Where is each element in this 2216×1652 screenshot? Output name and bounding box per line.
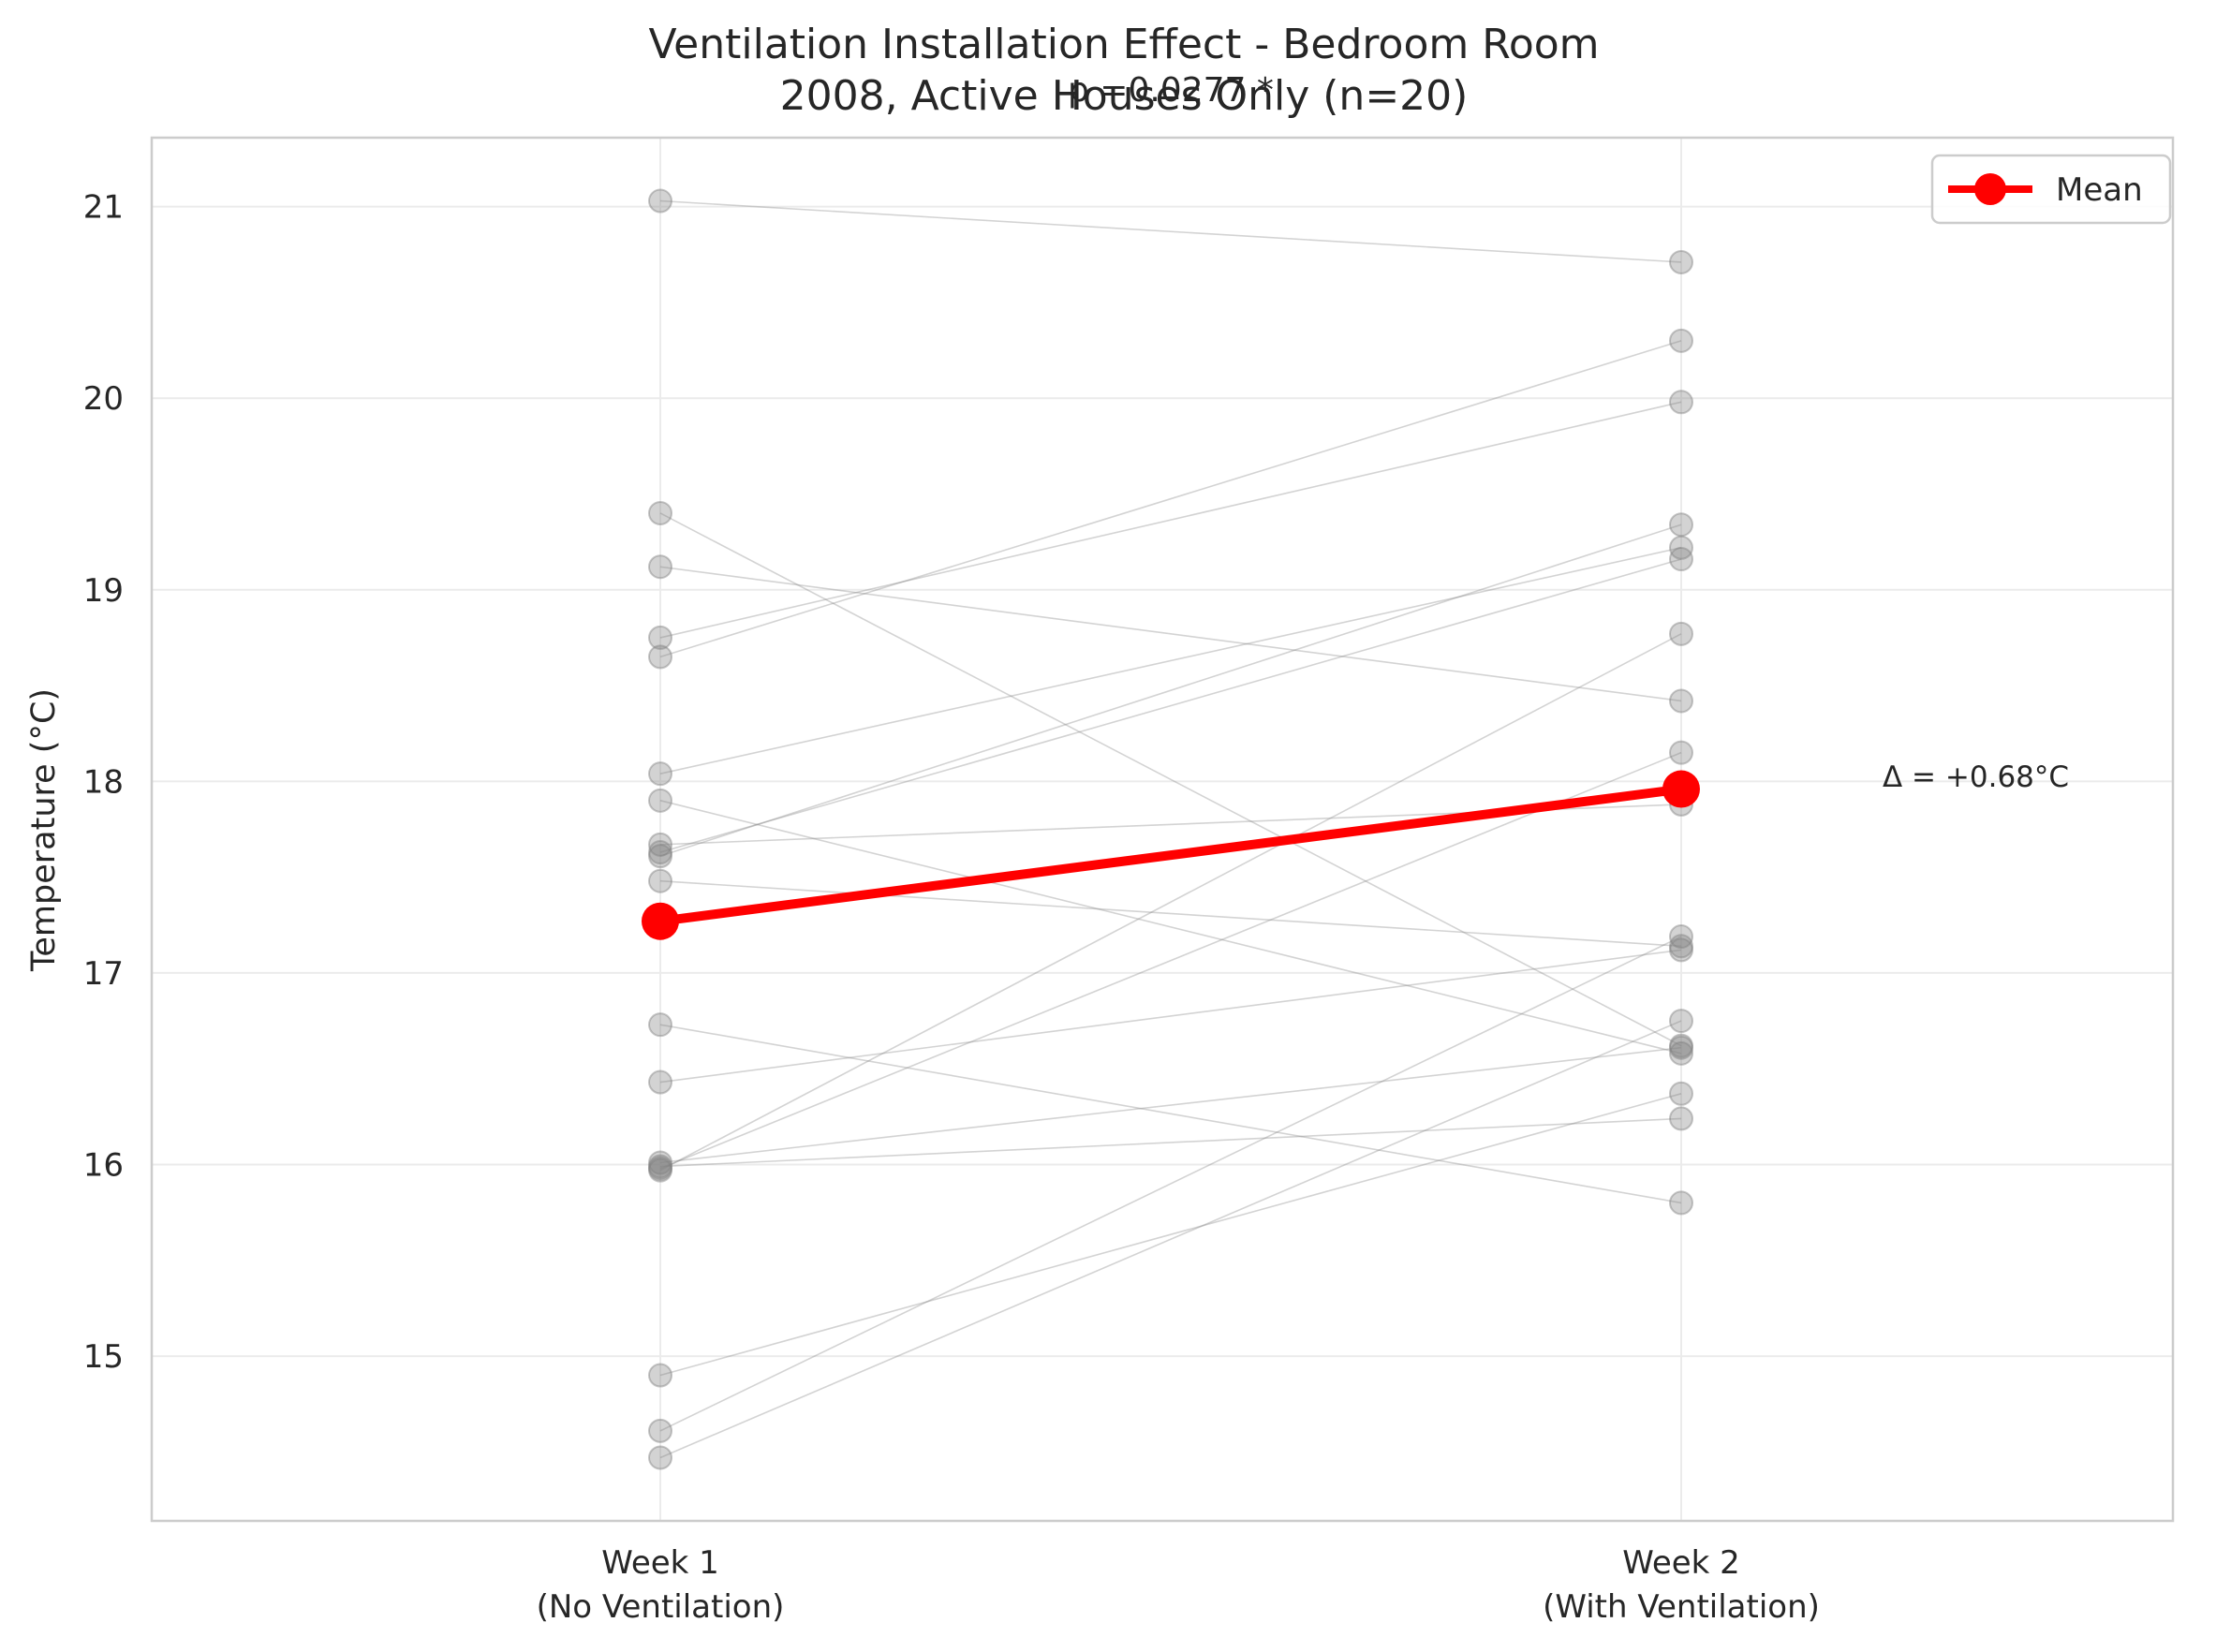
mean-line: [659, 784, 1682, 926]
house-line: [659, 512, 1682, 1047]
y-tick-label: 15: [83, 1338, 124, 1376]
x-tick-sublabel: (No Ventilation): [537, 1588, 785, 1626]
house-line: [659, 558, 1682, 853]
legend-box: [1930, 154, 2172, 225]
house-point: [1669, 1190, 1693, 1216]
house-line: [659, 800, 1682, 1055]
house-point: [648, 1363, 672, 1388]
y-tick-label: 18: [83, 763, 124, 801]
house-point: [648, 788, 672, 813]
mean-point: [642, 902, 679, 940]
legend-label: Mean: [2056, 171, 2143, 209]
x-tick-sublabel: (With Ventilation): [1543, 1588, 1820, 1626]
house-point: [648, 644, 672, 670]
house-line: [659, 199, 1682, 263]
grid-lines: [152, 138, 2173, 1521]
house-series: [648, 188, 1693, 1470]
house-line: [659, 547, 1682, 774]
delta-annotation: Δ = +0.68°C: [1883, 760, 2069, 794]
house-point: [648, 868, 672, 893]
y-axis-label: Temperature (°C): [25, 688, 63, 972]
house-line: [659, 566, 1682, 702]
house-line: [659, 879, 1682, 948]
house-point: [1669, 688, 1693, 714]
house-point: [648, 832, 672, 857]
chart-title-line1: Ventilation Installation Effect - Bedroo…: [648, 21, 1599, 68]
p-value-annotation: p =0.0277 *: [1068, 71, 1274, 110]
y-tick-label: 16: [83, 1146, 124, 1184]
house-point: [648, 840, 672, 865]
house-line: [659, 1093, 1682, 1377]
house-point: [648, 1156, 672, 1181]
y-tick-label: 20: [83, 380, 124, 418]
house-line: [659, 936, 1682, 1432]
house-point: [1669, 1081, 1693, 1106]
y-tick-label: 21: [83, 189, 124, 227]
house-point: [648, 1150, 672, 1175]
house-line: [659, 1024, 1682, 1204]
house-line: [659, 1046, 1682, 1164]
house-line: [659, 524, 1682, 857]
house-point: [648, 500, 672, 525]
house-point: [1669, 1040, 1693, 1066]
house-point: [1669, 535, 1693, 560]
house-point: [648, 554, 672, 580]
house-point: [1669, 740, 1693, 765]
house-point: [648, 1069, 672, 1095]
mean-series: [642, 770, 1700, 940]
y-tick-label: 19: [83, 572, 124, 610]
house-point: [648, 761, 672, 787]
house-point: [1669, 1035, 1693, 1060]
house-point: [1669, 1009, 1693, 1034]
plot-area: [152, 138, 2173, 1521]
house-line: [659, 633, 1682, 1172]
chart-title-line2: 2008, Active Houses Only (n=20): [780, 72, 1469, 120]
house-point: [1669, 512, 1693, 538]
house-point: [648, 625, 672, 650]
x-tick-label: Week 1: [601, 1544, 719, 1582]
house-point: [648, 1154, 672, 1179]
house-point: [648, 188, 672, 214]
x-axis-ticks: Week 1 (No Ventilation) Week 2 (With Ventil…: [537, 1544, 1820, 1626]
house-line: [659, 1117, 1682, 1168]
house-point: [648, 1158, 672, 1183]
legend: Mean: [1930, 154, 2172, 225]
legend-marker: [1974, 173, 2006, 205]
y-axis-ticks: 15 16 17 18 19 20 21: [83, 189, 124, 1376]
house-point: [1669, 1106, 1693, 1131]
house-line: [659, 949, 1682, 1084]
house-point: [1669, 249, 1693, 274]
house-point: [1669, 390, 1693, 415]
y-tick-label: 17: [83, 955, 124, 993]
house-point: [1669, 924, 1693, 950]
house-point: [1669, 547, 1693, 572]
house-line: [659, 1020, 1682, 1459]
house-point: [1669, 937, 1693, 963]
house-point: [648, 1012, 672, 1038]
house-line: [659, 340, 1682, 658]
plot-frame: [150, 136, 2175, 1523]
house-point: [1669, 934, 1693, 959]
house-point: [1669, 328, 1693, 353]
house-point: [648, 844, 672, 869]
mean-point: [1662, 770, 1700, 808]
house-point: [1669, 621, 1693, 646]
x-tick-label: Week 2: [1622, 1544, 1740, 1582]
house-line: [659, 401, 1682, 639]
house-line: [659, 751, 1682, 1170]
house-point: [648, 1418, 672, 1443]
house-point: [1669, 1033, 1693, 1058]
house-point: [648, 1445, 672, 1470]
